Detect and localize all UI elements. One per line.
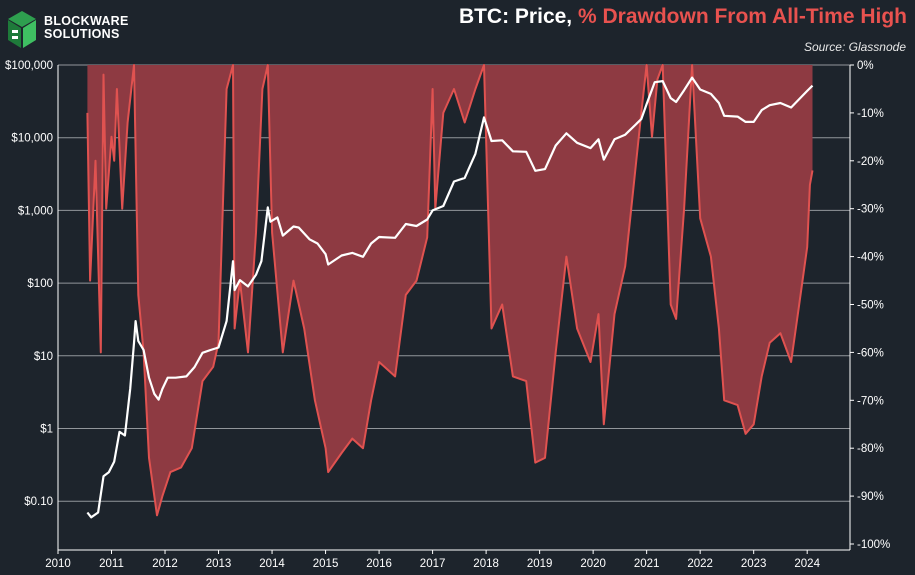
source-label: Source: Glassnode	[803, 40, 906, 54]
x-tick-label: 2015	[313, 558, 339, 570]
y-left-tick-label: $10,000	[11, 133, 53, 145]
x-tick-label: 2016	[366, 558, 392, 570]
x-tick-label: 2013	[206, 558, 232, 570]
y-right-tick-label: -20%	[857, 156, 884, 168]
x-tick-label: 2020	[580, 558, 606, 570]
logo-line2: SOLUTIONS	[44, 27, 120, 41]
y-right-tick-label: -70%	[857, 395, 884, 407]
x-tick-label: 2018	[473, 558, 499, 570]
logo-line1: BLOCKWARE	[44, 14, 129, 28]
y-left-tick-label: $1,000	[18, 205, 53, 217]
axes: $0.10 $1 $10 $100 $1,000 $10,000 $100,000 0% -10…	[5, 60, 890, 570]
y-right-tick-label: -10%	[857, 108, 884, 120]
chart-title: BTC: Price, % Drawdown From All-Time Hig…	[459, 5, 907, 29]
x-tick-label: 2019	[527, 558, 553, 570]
x-tick-label: 2024	[794, 558, 820, 570]
x-tick-label: 2010	[45, 558, 71, 570]
y-right-tick-label: -90%	[857, 491, 884, 503]
x-tick-label: 2012	[152, 558, 178, 570]
y-left-tick-label: $100	[27, 278, 53, 290]
y-right-tick-label: -100%	[857, 539, 890, 551]
x-tick-label: 2011	[99, 558, 124, 570]
x-tick-label: 2017	[420, 558, 446, 570]
x-tick-label: 2021	[634, 558, 660, 570]
y-left-tick-label: $1	[40, 424, 53, 436]
y-right-tick-label: 0%	[857, 60, 874, 72]
y-left-tick-label: $100,000	[5, 60, 53, 72]
title-part-price: BTC: Price,	[458, 5, 578, 28]
price-line	[86, 76, 814, 519]
y-right-tick-label: -50%	[857, 300, 884, 312]
x-tick-label: 2023	[741, 558, 767, 570]
cube-logo-icon	[8, 11, 36, 48]
price-series	[86, 76, 814, 519]
drawdown-series	[86, 64, 814, 517]
brand-logo: BLOCKWARE SOLUTIONS	[6, 8, 176, 52]
y-right-tick-label: -30%	[857, 204, 884, 216]
x-tick-label: 2014	[259, 558, 285, 570]
y-right-tick-label: -80%	[857, 443, 884, 455]
y-right-tick-label: -60%	[857, 347, 884, 359]
drawdown-area	[87, 65, 813, 516]
x-tick-label: 2022	[687, 558, 713, 570]
title-part-drawdown: % Drawdown From All-Time High	[577, 5, 907, 28]
y-left-tick-label: $0.10	[24, 496, 53, 508]
drawdown-line	[86, 64, 814, 517]
y-left-tick-label: $10	[34, 351, 53, 363]
y-right-tick-label: -40%	[857, 252, 884, 264]
